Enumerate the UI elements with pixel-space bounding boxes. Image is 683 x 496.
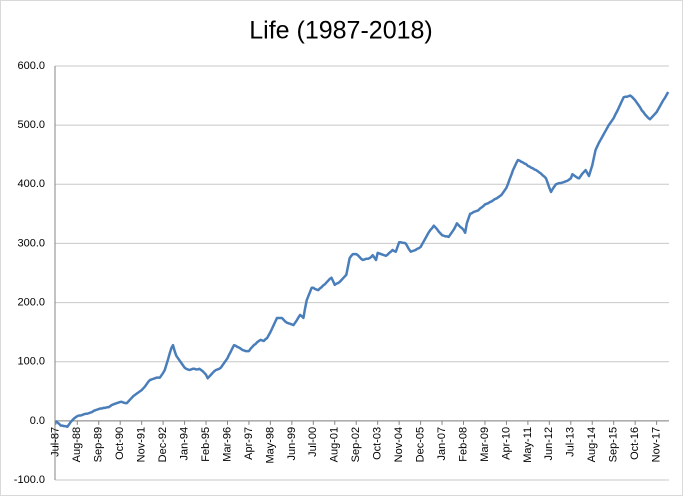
x-tick-label: May-11 [522, 427, 534, 463]
x-tick-label: Jun-12 [543, 427, 555, 461]
x-tick-label: Aug-01 [329, 427, 341, 462]
y-tick-label: 200.0 [17, 296, 45, 308]
x-tick-label: Jun-99 [286, 427, 298, 461]
x-tick-label: Mar-09 [479, 427, 491, 462]
y-tick-label: -100.0 [14, 474, 45, 486]
x-tick-label: Oct-03 [372, 427, 384, 460]
x-tick-label: Feb-08 [457, 427, 469, 462]
x-tick-label: Feb-95 [200, 427, 212, 462]
x-tick-label: Jan-07 [436, 427, 448, 461]
x-tick-label: Sep-89 [93, 427, 105, 462]
y-tick-label: 400.0 [17, 178, 45, 190]
x-tick-label: Jul-87 [50, 427, 62, 457]
x-tick-label: Mar-96 [221, 427, 233, 462]
x-tick-label: Apr-10 [500, 427, 512, 460]
x-tick-label: Jan-94 [178, 427, 190, 461]
x-tick-label: Jul-13 [565, 427, 577, 457]
y-tick-label: 300.0 [17, 237, 45, 249]
x-tick-label: Dec-92 [157, 427, 169, 462]
x-tick-label: Oct-16 [629, 427, 641, 460]
y-tick-label: 500.0 [17, 119, 45, 131]
y-tick-label: 0.0 [30, 415, 45, 427]
x-tick-label: Sep-02 [350, 427, 362, 462]
y-tick-label: 100.0 [17, 356, 45, 368]
x-tick-label: Dec-05 [415, 427, 427, 462]
x-tick-label: Oct-90 [114, 427, 126, 460]
x-tick-label: Aug-14 [586, 427, 598, 462]
data-line [54, 91, 670, 429]
x-tick-label: Apr-97 [243, 427, 255, 460]
chart-title: Life (1987-2018) [249, 17, 432, 45]
x-tick-label: Jul-00 [307, 427, 319, 457]
y-tick-label: 600.0 [17, 60, 45, 72]
x-tick-label: Nov-91 [136, 427, 148, 462]
x-tick-label: Nov-17 [651, 427, 663, 462]
x-tick-label: Nov-04 [393, 427, 405, 462]
x-tick-label: Sep-15 [608, 427, 620, 462]
x-tick-label: May-98 [264, 427, 276, 464]
x-tick-label: Aug-88 [71, 427, 83, 462]
